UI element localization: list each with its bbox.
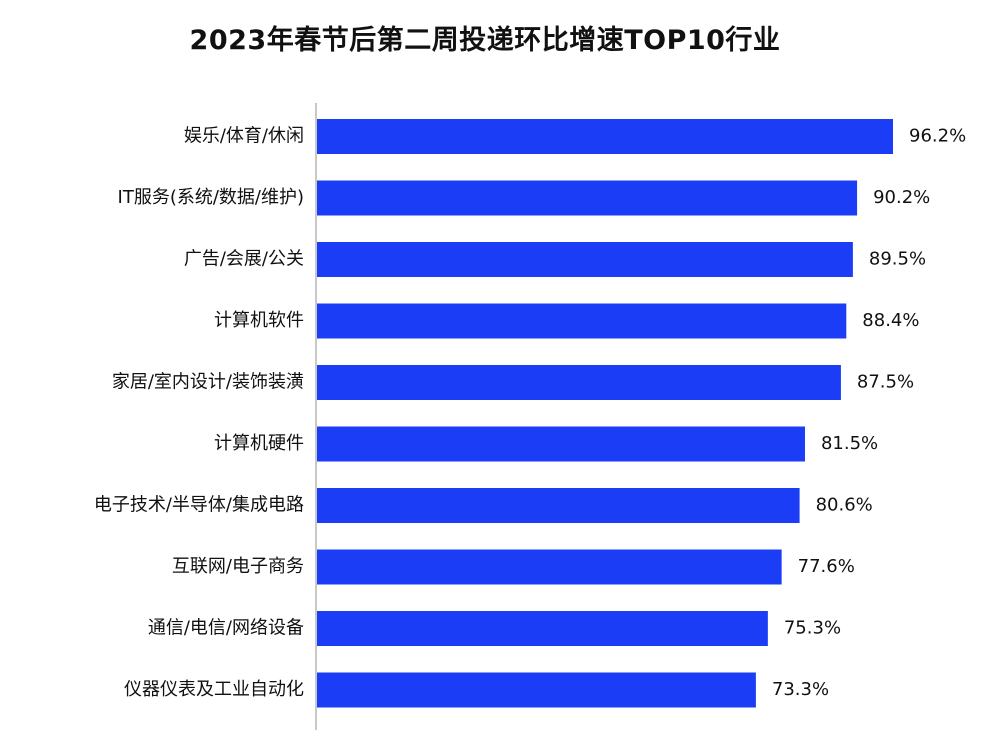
bar bbox=[317, 303, 847, 339]
bar bbox=[317, 549, 782, 585]
bar bbox=[317, 672, 756, 708]
bar bbox=[317, 365, 841, 400]
value-label: 75.3% bbox=[784, 618, 841, 639]
category-label: 娱乐/体育/休闲 bbox=[184, 126, 304, 147]
value-label: 87.5% bbox=[857, 372, 914, 393]
bar bbox=[317, 180, 858, 216]
category-label: 计算机硬件 bbox=[214, 433, 304, 454]
value-label: 77.6% bbox=[798, 556, 855, 577]
category-label: IT服务(系统/数据/维护) bbox=[118, 187, 304, 208]
value-label: 90.2% bbox=[873, 187, 930, 208]
value-label: 73.3% bbox=[772, 679, 829, 700]
category-label: 仪器仪表及工业自动化 bbox=[124, 679, 304, 700]
bar bbox=[317, 611, 768, 646]
bar bbox=[317, 426, 805, 462]
category-label: 通信/电信/网络设备 bbox=[148, 618, 304, 639]
value-label: 80.6% bbox=[816, 495, 873, 516]
category-label: 电子技术/半导体/集成电路 bbox=[94, 495, 304, 516]
bars-group: 娱乐/体育/休闲 96.2% IT服务(系统/数据/维护) 90.2% 广告/会展/公关… bbox=[94, 119, 966, 708]
category-label: 家居/室内设计/装饰装潢 bbox=[112, 372, 304, 393]
bar bbox=[317, 242, 853, 277]
value-label: 81.5% bbox=[821, 433, 878, 454]
value-label: 88.4% bbox=[862, 310, 919, 331]
category-label: 广告/会展/公关 bbox=[184, 249, 304, 270]
bar bbox=[317, 488, 800, 523]
value-label: 96.2% bbox=[909, 126, 966, 147]
bar bbox=[317, 119, 893, 154]
chart-title: 2023年春节后第二周投递环比增速TOP10行业 bbox=[189, 25, 781, 56]
value-label: 89.5% bbox=[869, 249, 926, 270]
category-label: 计算机软件 bbox=[214, 310, 304, 331]
category-label: 互联网/电子商务 bbox=[172, 556, 304, 577]
